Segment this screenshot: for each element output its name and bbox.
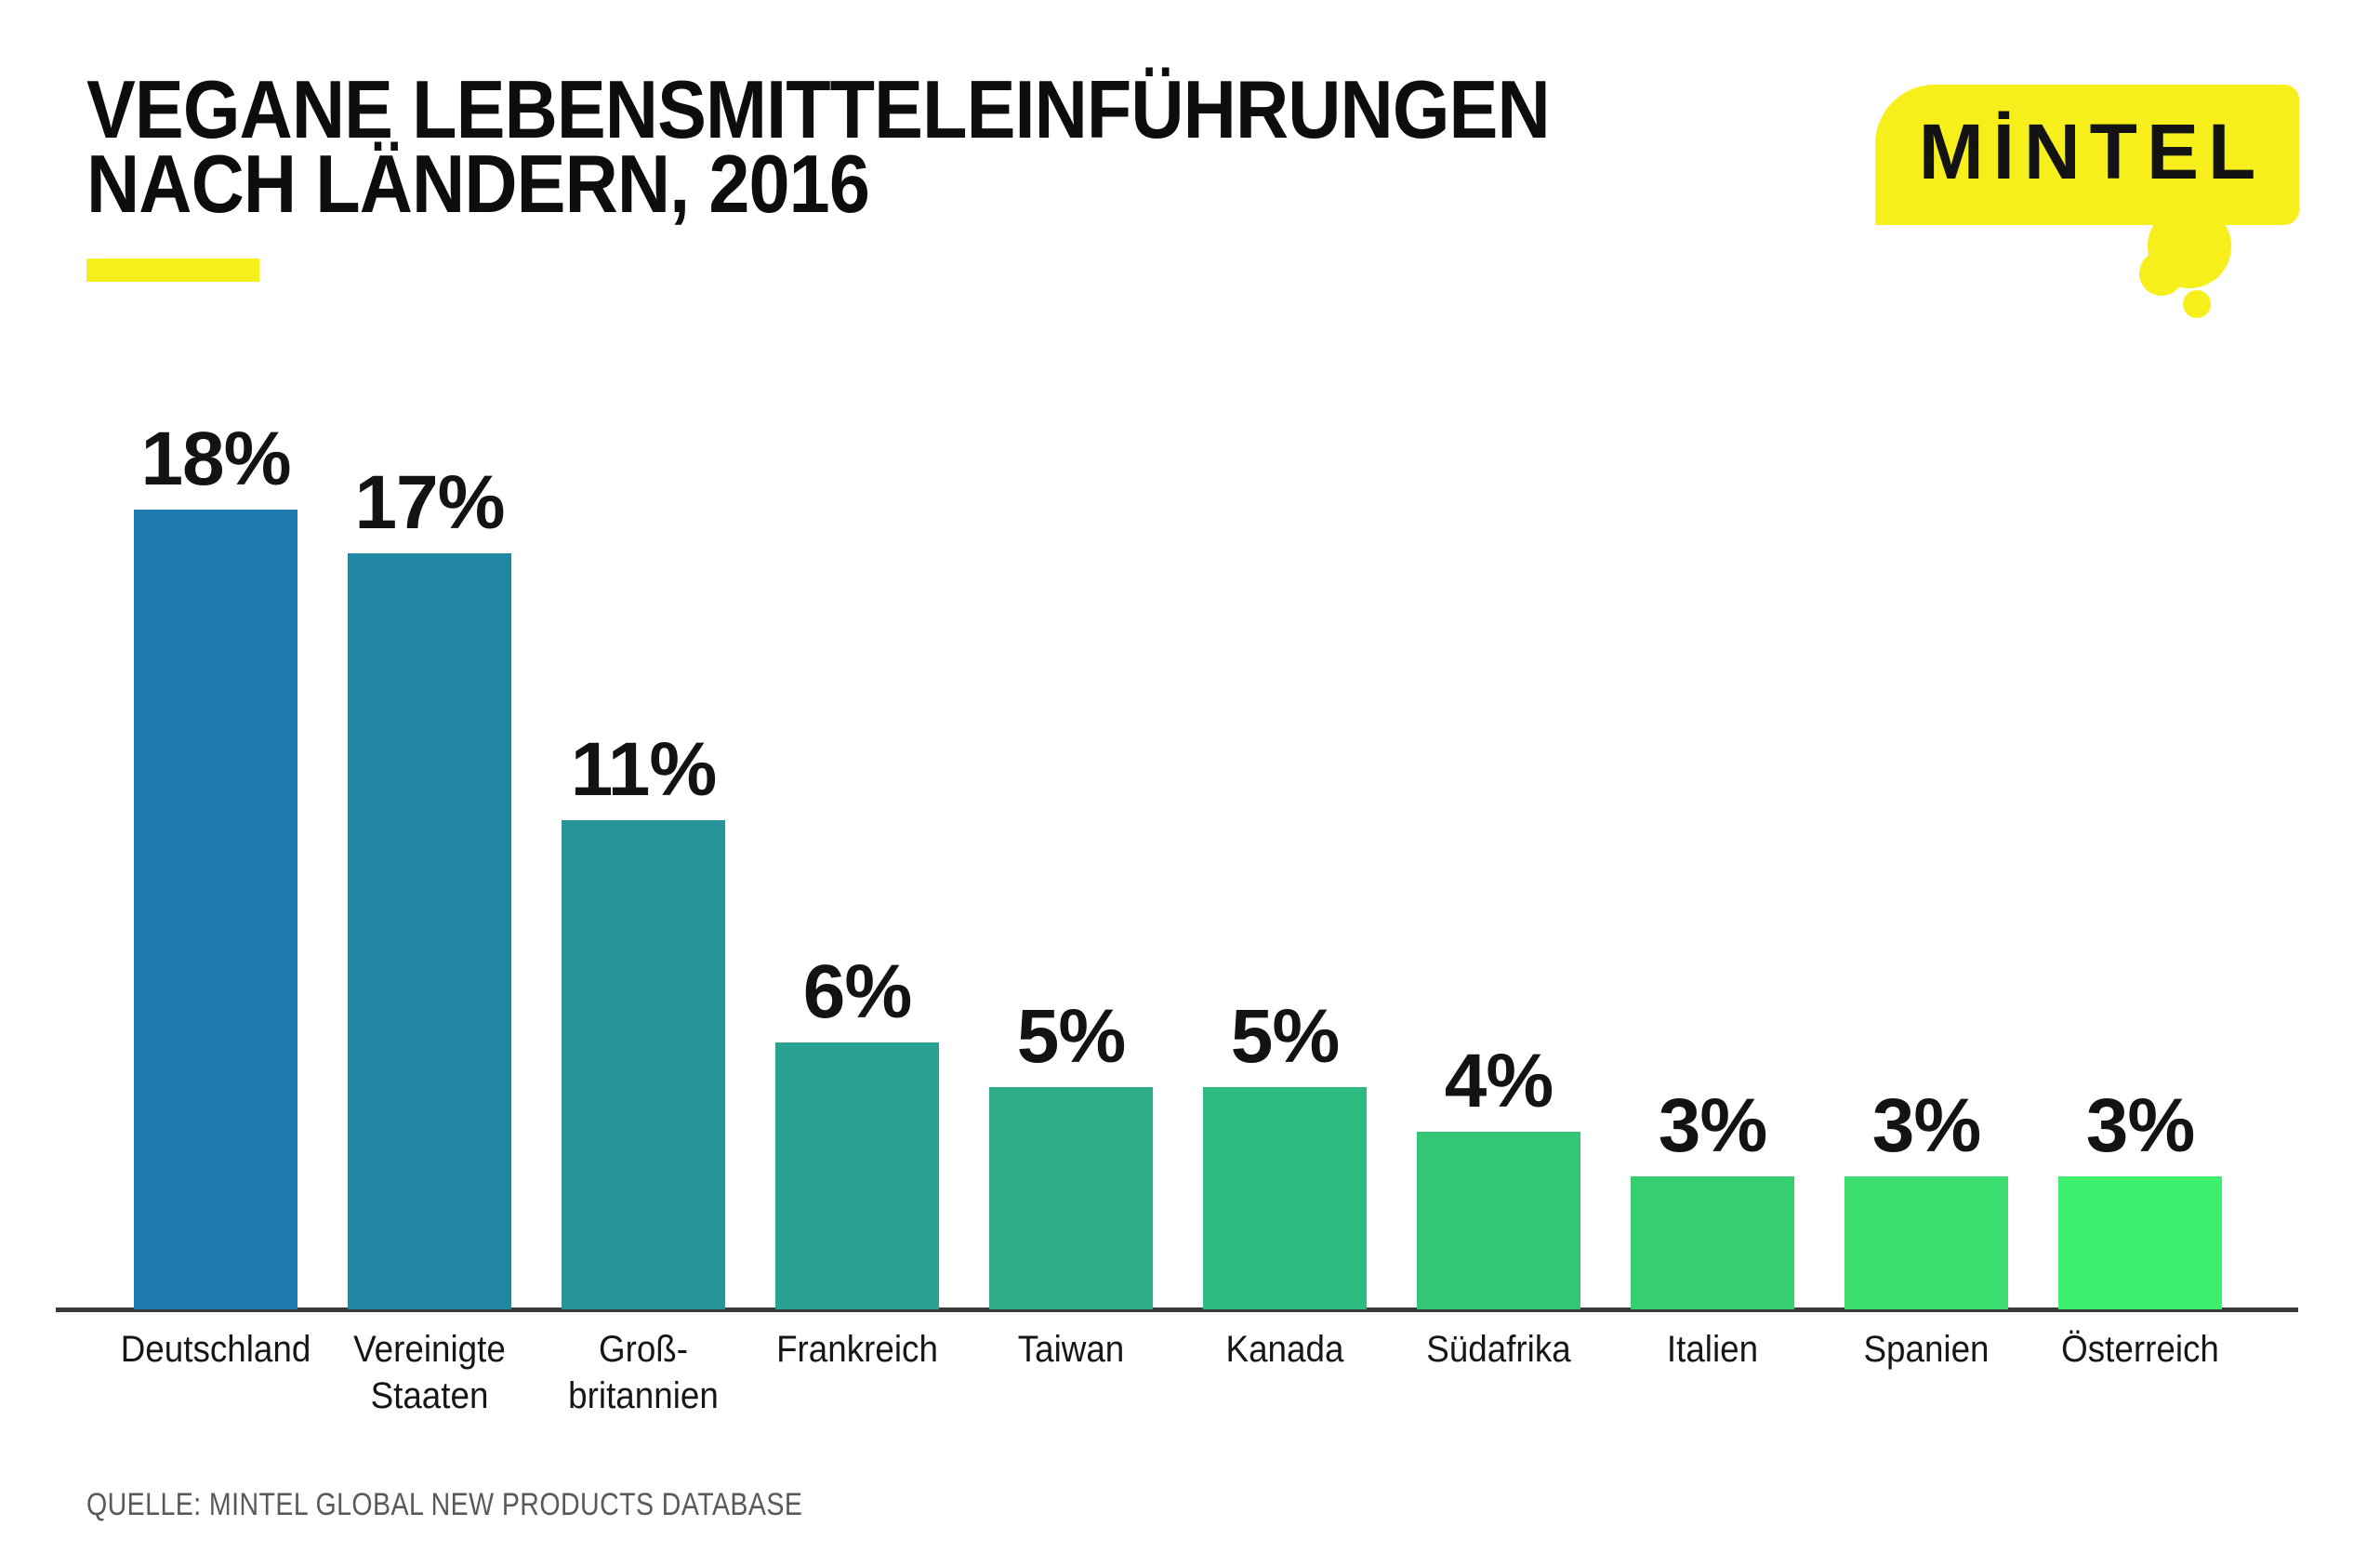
bar-value-label: 3% bbox=[2085, 1083, 2196, 1168]
bar-category-label-line: Spanien bbox=[1863, 1329, 1990, 1370]
bar bbox=[1203, 1087, 1367, 1309]
bar-value-label: 6% bbox=[802, 949, 913, 1034]
bar-category-label-line: Österreich bbox=[2061, 1329, 2219, 1370]
bar-category-label-line: Italien bbox=[1666, 1329, 1759, 1370]
bar-category-label-line: Vereinigte bbox=[353, 1329, 506, 1370]
source-note: QUELLE: MINTEL GLOBAL NEW PRODUCTS DATAB… bbox=[86, 1487, 803, 1522]
bar-category-label-line: Südafrika bbox=[1426, 1329, 1571, 1370]
logo-bubble-tail-medium-circle bbox=[2139, 251, 2184, 296]
bar-category-label-line: Kanada bbox=[1225, 1329, 1344, 1370]
bar-value-label: 18% bbox=[140, 417, 291, 501]
bar-category-label: Groß-britannien bbox=[534, 1326, 753, 1419]
bar bbox=[1631, 1176, 1794, 1309]
bar-value-label: 11% bbox=[570, 727, 718, 812]
title-line-1: VEGANE LEBENSMITTELEINFÜHRUNGEN bbox=[86, 63, 1551, 155]
bar-category-label: Taiwan bbox=[961, 1326, 1181, 1373]
bar-value-label: 3% bbox=[1871, 1083, 1982, 1168]
bar-value-label: 4% bbox=[1444, 1039, 1554, 1123]
bar-category-label: Frankreich bbox=[747, 1326, 967, 1373]
bar-value-label: 3% bbox=[1658, 1083, 1768, 1168]
bar-category-label: Deutschland bbox=[106, 1326, 325, 1373]
bar bbox=[989, 1087, 1153, 1309]
bar-category-label-line: Taiwan bbox=[1017, 1329, 1125, 1370]
chart-title: VEGANE LEBENSMITTELEINFÜHRUNGEN NACH LÄN… bbox=[86, 63, 1551, 230]
bar-category-label-line: britannien bbox=[568, 1375, 719, 1416]
bar-category-label-line: Staaten bbox=[370, 1375, 489, 1416]
bar-value-label: 17% bbox=[354, 460, 505, 545]
bar-category-label: Vereinigte Staaten bbox=[320, 1326, 539, 1419]
bar bbox=[562, 820, 725, 1309]
title-accent-underline bbox=[86, 259, 259, 282]
logo-wordmark: MİNTEL bbox=[1918, 108, 2266, 195]
bar bbox=[1417, 1132, 1580, 1309]
bar-category-label: Südafrika bbox=[1389, 1326, 1608, 1373]
bar bbox=[1844, 1176, 2008, 1309]
logo-bubble-tail-small-circle bbox=[2183, 290, 2211, 318]
bar bbox=[775, 1042, 939, 1309]
bar-category-label-line: Deutschland bbox=[120, 1329, 311, 1370]
bar-category-label: Kanada bbox=[1175, 1326, 1395, 1373]
bar-category-label-line: Frankreich bbox=[776, 1329, 938, 1370]
bar-value-label: 5% bbox=[1230, 994, 1341, 1079]
title-line-2: NACH LÄNDERN, 2016 bbox=[86, 138, 870, 230]
bar bbox=[2058, 1176, 2222, 1309]
bar-category-label: Italien bbox=[1603, 1326, 1822, 1373]
x-axis-line bbox=[56, 1307, 2298, 1312]
bar-category-label: Österreich bbox=[2030, 1326, 2250, 1373]
bar-category-label-line: Groß- bbox=[598, 1329, 689, 1370]
bar bbox=[348, 553, 511, 1309]
bar-category-label: Spanien bbox=[1817, 1326, 2036, 1373]
logo-speech-bubble: MİNTEL bbox=[1875, 85, 2299, 225]
bar-value-label: 5% bbox=[1016, 994, 1127, 1079]
bar bbox=[134, 510, 298, 1309]
